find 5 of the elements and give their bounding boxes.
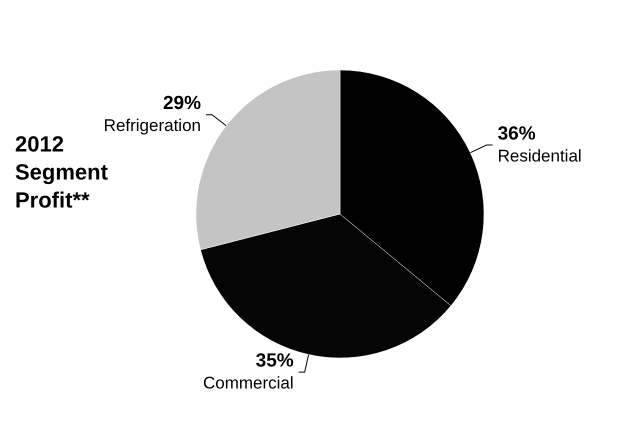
slice-label: Commercial (202, 374, 294, 393)
slice-label: Residential (498, 146, 582, 166)
data-label: 36% (498, 124, 536, 145)
data-label: 29% (162, 93, 202, 114)
data-label: 35% (256, 350, 294, 372)
